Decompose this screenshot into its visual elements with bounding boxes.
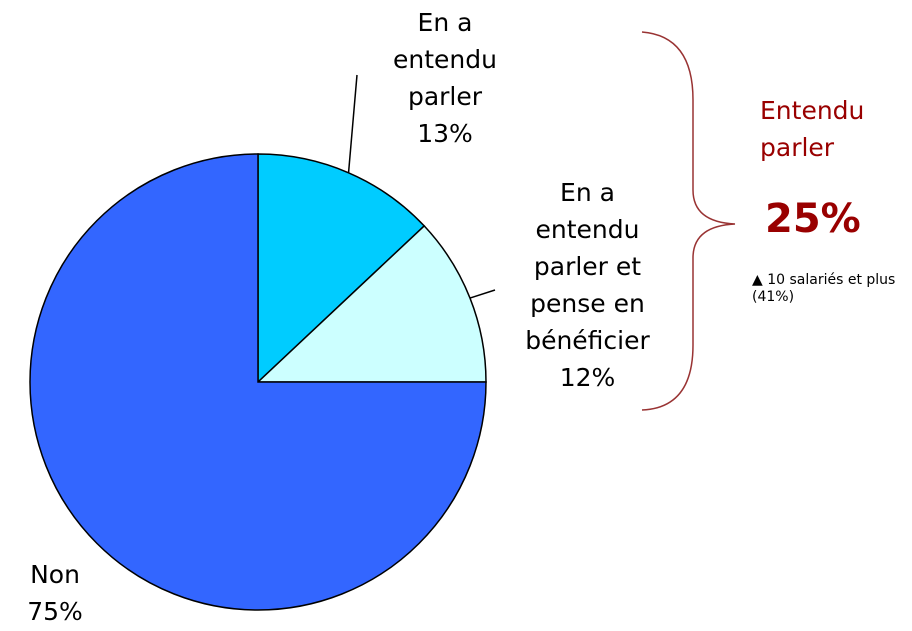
category-label: Non [30,560,80,589]
leader-line [469,289,496,299]
leader-line [347,74,358,173]
value-label: 13% [417,119,473,148]
category-label: En a entendu parler et pense en bénéfici… [525,178,650,355]
value-label: 75% [27,597,83,626]
pie-slice [257,153,426,384]
category-label: En a entendu parler [393,8,497,111]
value-label: 12% [559,363,616,392]
bracket [641,31,736,411]
pie-slice [29,153,487,611]
annotation: Entendu parler [760,96,865,162]
annotation: ▲ 10 salariés et plus (41%) [752,272,896,305]
annotation: 25% [765,196,861,242]
